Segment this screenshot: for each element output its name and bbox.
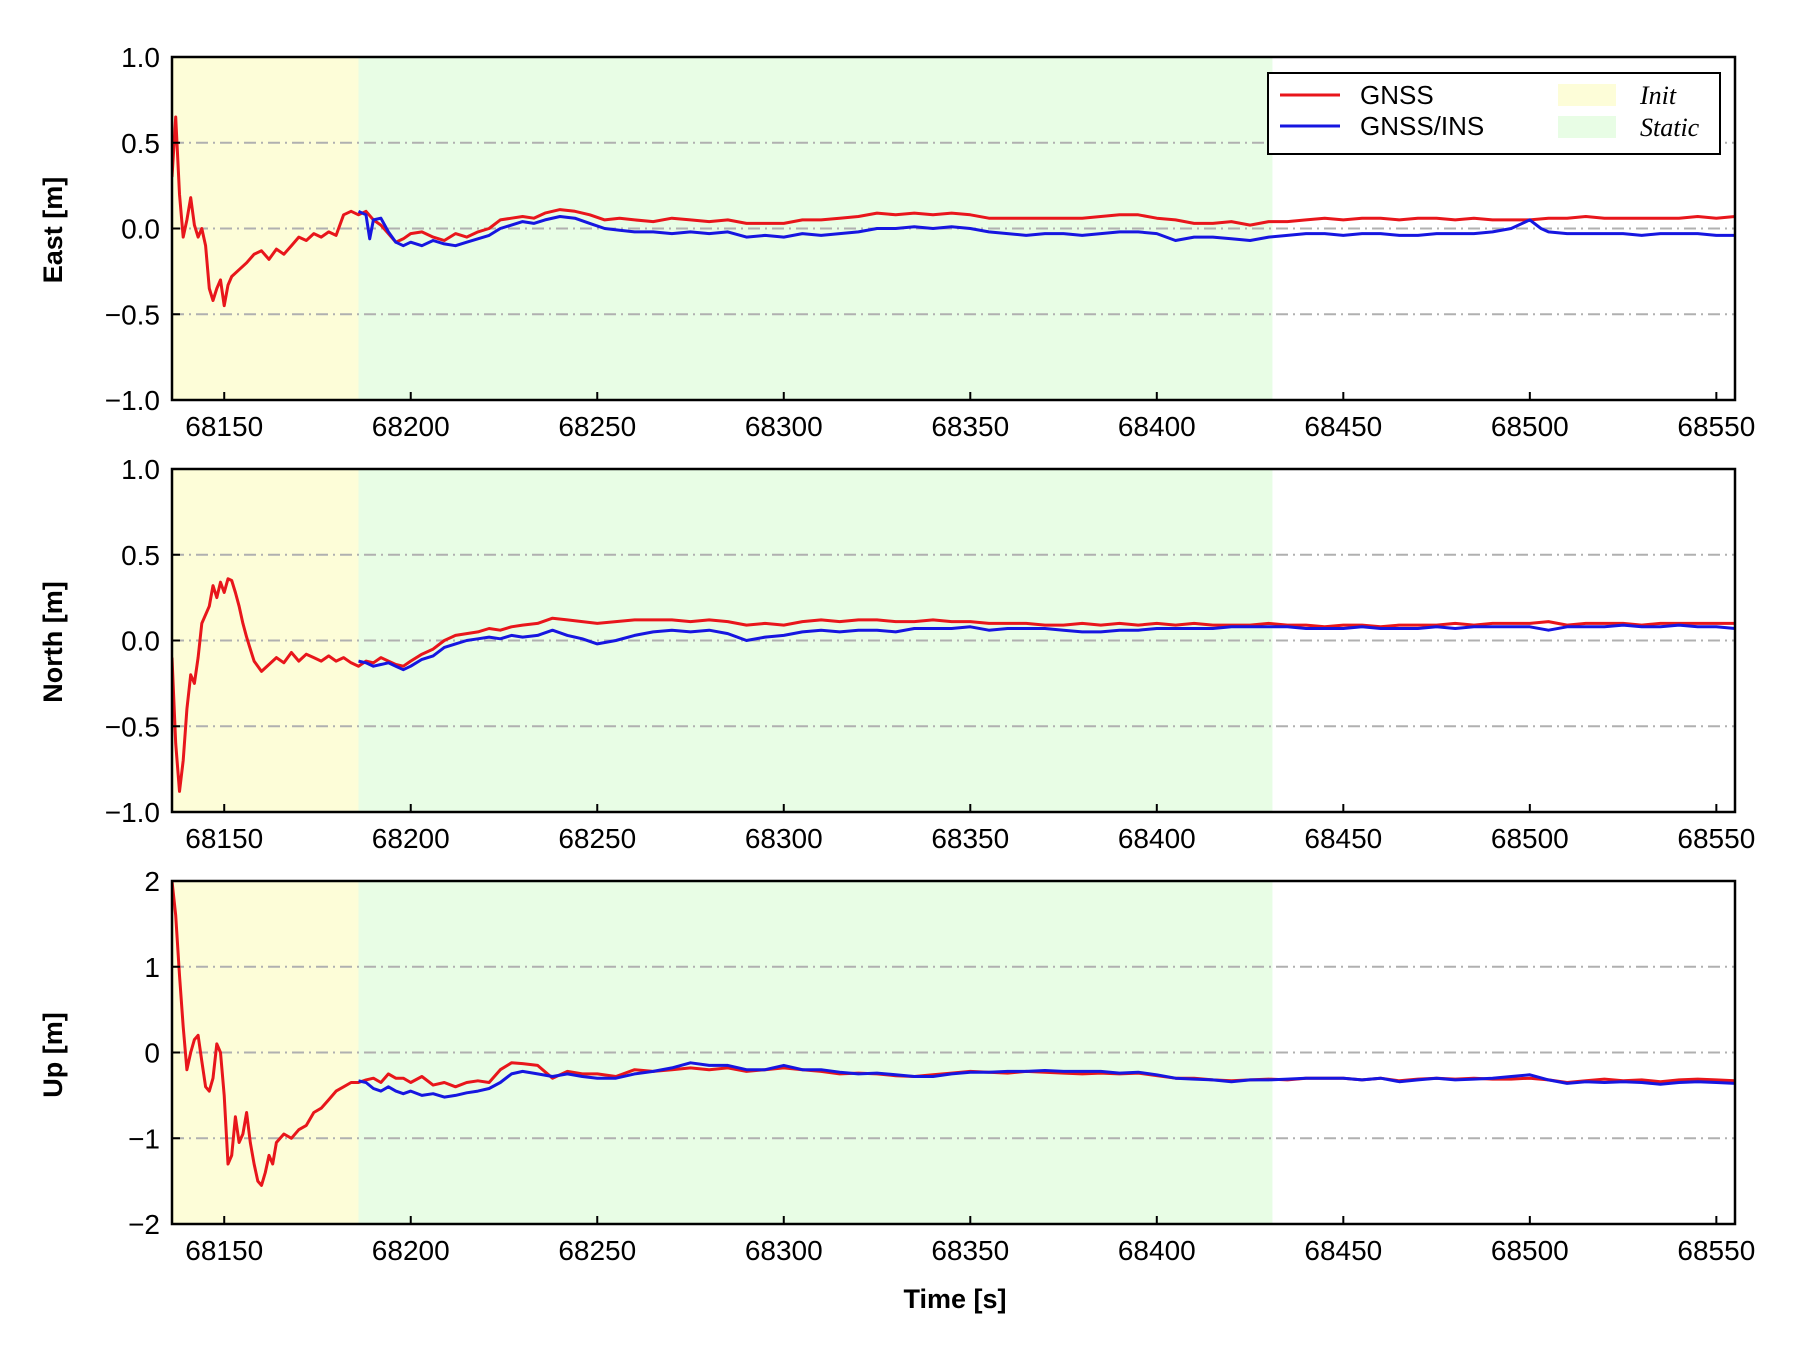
north-series-group xyxy=(172,577,1735,793)
north-x-tick-label: 68500 xyxy=(1491,823,1569,854)
up-series-gnss-ins xyxy=(358,1061,1735,1099)
east-panel: −1.0 −0.5 0.0 0.5 1.0 68150 68200 68250 68300 683… xyxy=(38,42,1755,442)
legend-gnss-ins-label: GNSS/INS xyxy=(1360,111,1484,141)
east-y-tick-label: −1.0 xyxy=(105,385,160,416)
east-y-axis-label: East [m] xyxy=(38,177,68,284)
east-x-tick-label: 68550 xyxy=(1677,411,1755,442)
up-y-tick-label: −1 xyxy=(128,1123,160,1154)
east-x-tick-label: 68250 xyxy=(558,411,636,442)
north-y-tick-label: −0.5 xyxy=(105,711,160,742)
legend-init-swatch xyxy=(1558,84,1616,106)
legend-box xyxy=(1267,72,1721,155)
north-x-tick-label: 68200 xyxy=(372,823,450,854)
east-x-tick-label: 68400 xyxy=(1118,411,1196,442)
north-x-tick-label: 68300 xyxy=(745,823,823,854)
north-y-tick-label: 0.0 xyxy=(121,626,160,657)
east-y-tick-label: −0.5 xyxy=(105,299,160,330)
up-y-axis-label: Up [m] xyxy=(38,1012,68,1097)
east-x-tick-label: 68450 xyxy=(1304,411,1382,442)
north-series-gnss-ins xyxy=(358,623,1735,672)
legend-gnss-label: GNSS xyxy=(1360,80,1434,110)
up-x-tick-label: 68200 xyxy=(372,1235,450,1266)
up-x-tick-label: 68450 xyxy=(1304,1235,1382,1266)
east-y-tick-label: 0.5 xyxy=(121,128,160,159)
north-y-tick-label: −1.0 xyxy=(105,797,160,828)
north-x-tick-label: 68350 xyxy=(931,823,1009,854)
up-y-tick-label: 1 xyxy=(144,952,160,983)
up-panel: −2 −1 0 1 2 68150 68200 68250 68300 68350 68400 684… xyxy=(38,866,1755,1266)
east-series-group xyxy=(172,115,1735,308)
up-y-tick-label: −2 xyxy=(128,1209,160,1240)
north-x-tick-label: 68250 xyxy=(558,823,636,854)
east-series-gnss-ins xyxy=(357,209,1735,248)
legend-init-label: Init xyxy=(1639,81,1677,110)
up-x-tick-label: 68550 xyxy=(1677,1235,1755,1266)
north-x-tick-label: 68550 xyxy=(1677,823,1755,854)
up-x-tick-label: 68350 xyxy=(931,1235,1009,1266)
x-axis-label: Time [s] xyxy=(903,1284,1006,1314)
north-series-gnss xyxy=(172,577,1735,793)
north-y-axis-label: North [m] xyxy=(38,581,68,702)
up-x-tick-label: 68500 xyxy=(1491,1235,1569,1266)
east-x-tick-label: 68350 xyxy=(931,411,1009,442)
east-y-tick-label: 0.0 xyxy=(121,214,160,245)
east-y-tick-label: 1.0 xyxy=(121,42,160,73)
legend: GNSS GNSS/INS Init Static xyxy=(1267,72,1721,155)
east-series-gnss xyxy=(172,115,1735,308)
up-x-tick-label: 68400 xyxy=(1118,1235,1196,1266)
up-x-tick-label: 68250 xyxy=(558,1235,636,1266)
north-panel: −1.0 −0.5 0.0 0.5 1.0 68150 68200 68250 68300 683… xyxy=(38,454,1755,854)
legend-static-swatch xyxy=(1558,116,1616,138)
north-y-tick-label: 0.5 xyxy=(121,540,160,571)
north-x-tick-label: 68400 xyxy=(1118,823,1196,854)
east-x-tick-label: 68150 xyxy=(185,411,263,442)
up-series-group xyxy=(172,881,1735,1187)
east-x-tick-label: 68300 xyxy=(745,411,823,442)
up-x-tick-label: 68150 xyxy=(185,1235,263,1266)
north-x-tick-label: 68450 xyxy=(1304,823,1382,854)
east-x-tick-label: 68500 xyxy=(1491,411,1569,442)
up-x-tick-label: 68300 xyxy=(745,1235,823,1266)
north-x-tick-label: 68150 xyxy=(185,823,263,854)
up-y-tick-label: 2 xyxy=(144,866,160,897)
east-x-tick-label: 68200 xyxy=(372,411,450,442)
legend-static-label: Static xyxy=(1640,113,1700,142)
north-y-tick-label: 1.0 xyxy=(121,454,160,485)
up-y-tick-label: 0 xyxy=(144,1038,160,1069)
